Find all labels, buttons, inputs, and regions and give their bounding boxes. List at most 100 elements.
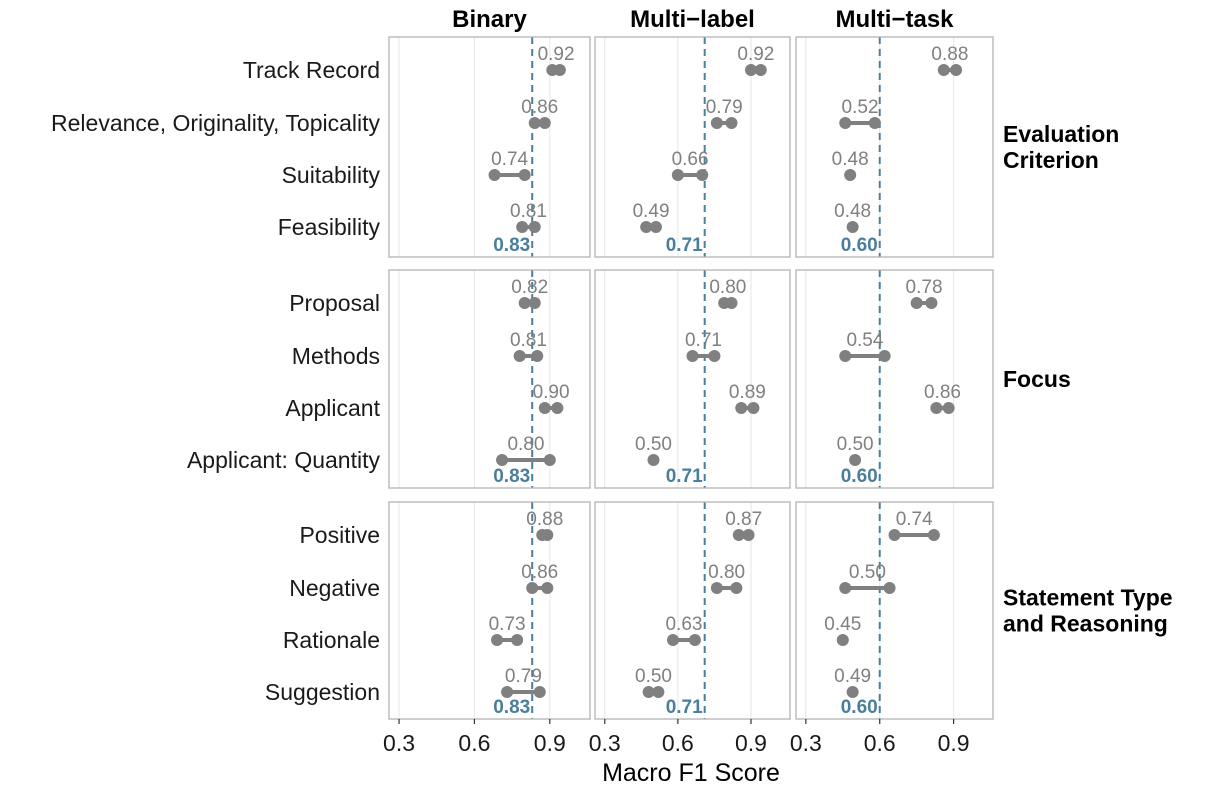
category-label: Proposal	[289, 290, 380, 316]
dumbbell-point-high	[541, 582, 554, 594]
x-tick-label: 0.3	[383, 730, 415, 756]
dumbbell-point-low	[518, 297, 531, 309]
dumbbell-point-low	[642, 686, 655, 698]
dumbbell-point-high	[688, 634, 701, 646]
dumbbell-point-low	[710, 117, 723, 129]
dumbbell-point-high	[511, 634, 524, 646]
dumbbell-point-high	[533, 686, 546, 698]
dumbbell-point-high	[551, 402, 564, 414]
reference-label: 0.71	[666, 697, 703, 718]
panel-background	[595, 270, 790, 488]
value-label: 0.50	[849, 562, 886, 583]
reference-label: 0.60	[841, 466, 878, 487]
dumbbell-point-low	[491, 634, 504, 646]
dumbbell-point-high	[518, 169, 531, 181]
value-label: 0.88	[526, 509, 563, 530]
dumbbell-point-high	[883, 582, 896, 594]
dumbbell-point-high	[652, 686, 665, 698]
x-axis-title: Macro F1 Score	[602, 759, 780, 787]
x-tick-label: 0.3	[589, 730, 621, 756]
dumbbell-point-low	[849, 454, 862, 466]
dumbbell-point-low	[732, 529, 745, 541]
dumbbell-point-low	[745, 64, 757, 76]
value-label: 0.88	[931, 44, 968, 65]
dumbbell-point-high	[553, 64, 566, 76]
row-title: Statement Type	[1003, 585, 1173, 611]
value-label: 0.80	[507, 434, 544, 455]
dumbbell-point-high	[754, 64, 767, 76]
category-label: Suggestion	[265, 679, 380, 705]
value-label: 0.71	[685, 330, 722, 351]
dumbbell-point-high	[543, 454, 556, 466]
value-label: 0.73	[489, 614, 526, 635]
value-label: 0.81	[510, 201, 547, 222]
dumbbell-point-high	[531, 350, 544, 362]
dumbbell-point-low	[488, 169, 501, 181]
dumbbell-point-high	[868, 117, 881, 129]
value-label: 0.86	[521, 562, 558, 583]
dumbbell-point-high	[528, 297, 541, 309]
value-label: 0.74	[491, 149, 528, 170]
dumbbell-point-low	[839, 350, 852, 362]
dumbbell-point-high	[942, 402, 955, 414]
row-title: Focus	[1003, 366, 1071, 392]
category-label: Track Record	[243, 57, 380, 83]
dumbbell-point-low	[839, 582, 852, 594]
dumbbell-point-low	[513, 350, 526, 362]
panel-background	[595, 502, 790, 719]
value-label: 0.50	[635, 666, 672, 687]
dumbbell-point-high	[878, 350, 891, 362]
panel-background	[389, 502, 590, 719]
reference-label: 0.60	[841, 235, 878, 256]
category-label: Feasibility	[278, 214, 381, 240]
dumbbell-point-low	[501, 686, 514, 698]
panel-background	[389, 270, 590, 488]
dumbbell-point-low	[930, 402, 943, 414]
dumbbell-point-high	[649, 221, 662, 233]
dumbbell-point-low	[528, 117, 541, 129]
dumbbell-point-low	[516, 221, 529, 233]
panel-border	[594, 36, 791, 258]
value-label: 0.48	[834, 201, 871, 222]
value-label: 0.82	[511, 277, 548, 298]
category-label: Applicant: Quantity	[187, 447, 381, 473]
reference-label: 0.71	[666, 235, 703, 256]
column-title: Multi−task	[835, 6, 954, 33]
dumbbell-point-low	[910, 297, 923, 309]
value-label: 0.66	[672, 149, 709, 170]
panel-border	[388, 269, 591, 489]
value-label: 0.86	[924, 382, 961, 403]
row-title: Evaluation	[1003, 121, 1119, 147]
value-label: 0.89	[729, 382, 766, 403]
panel-background	[796, 37, 993, 257]
x-tick-label: 0.3	[790, 730, 822, 756]
dumbbell-point-high	[708, 350, 721, 362]
value-label: 0.54	[846, 330, 883, 351]
dumbbell-point-low	[647, 454, 660, 466]
category-label: Suitability	[282, 162, 381, 188]
panel-border	[795, 269, 994, 489]
x-tick-label: 0.6	[864, 730, 896, 756]
row-title: Criterion	[1003, 147, 1099, 173]
category-label: Positive	[299, 522, 380, 548]
dumbbell-point-low	[667, 634, 679, 646]
value-label: 0.48	[832, 149, 869, 170]
dumbbell-point-low	[888, 529, 901, 541]
dumbbell-point-low	[836, 634, 849, 646]
value-label: 0.49	[633, 201, 670, 222]
dumbbell-point-low	[839, 117, 852, 129]
x-tick-label: 0.6	[458, 730, 490, 756]
dumbbell-point-low	[937, 64, 950, 76]
reference-label: 0.60	[841, 697, 878, 718]
dumbbell-point-low	[735, 402, 748, 414]
reference-label: 0.83	[493, 235, 530, 256]
dumbbell-point-low	[671, 169, 684, 181]
category-label: Applicant	[285, 395, 380, 421]
value-label: 0.79	[505, 666, 542, 687]
x-tick-label: 0.9	[938, 730, 970, 756]
dumbbell-point-high	[742, 529, 755, 541]
reference-label: 0.71	[666, 466, 703, 487]
row-title: and Reasoning	[1003, 611, 1168, 637]
category-label: Relevance, Originality, Topicality	[51, 110, 380, 136]
